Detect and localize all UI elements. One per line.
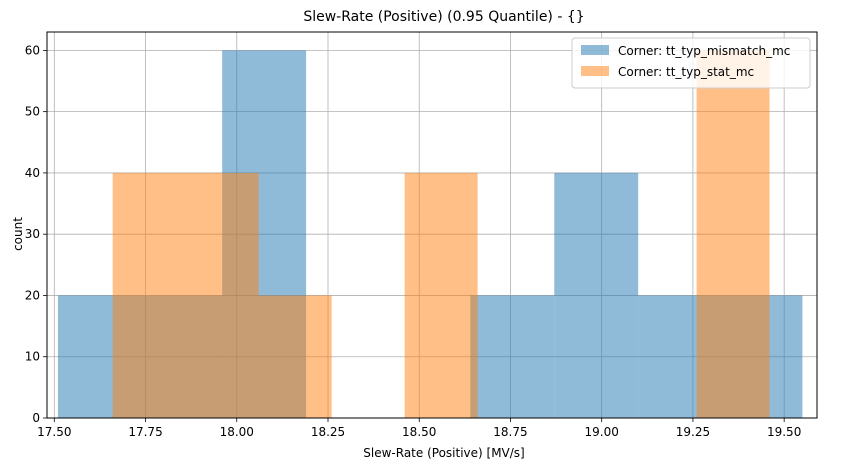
histogram-bar [554, 172, 639, 418]
x-tick-label: 18.25 [311, 425, 345, 439]
y-axis-label: count [11, 217, 25, 251]
series-2-bars [112, 50, 770, 418]
x-tick-label: 17.75 [128, 425, 162, 439]
histogram-bar [258, 295, 332, 418]
plot-frame [46, 31, 818, 419]
x-axis: 17.50 17.75 18.00 18.25 18.50 18.75 19.00 19.25… [37, 418, 801, 439]
y-tick-label: 20 [25, 288, 40, 302]
histogram-bar [696, 50, 770, 418]
legend-swatch [581, 45, 609, 55]
x-tick-label: 18.00 [220, 425, 254, 439]
legend-box [571, 37, 811, 89]
y-tick-label: 40 [25, 166, 40, 180]
histogram-bar [112, 172, 223, 418]
x-tick-label: 18.50 [402, 425, 436, 439]
y-tick-label: 60 [25, 43, 40, 57]
legend-swatch [581, 66, 609, 76]
histogram-bar [222, 172, 259, 418]
y-tick-label: 0 [32, 411, 40, 425]
x-tick-label: 19.00 [585, 425, 619, 439]
x-tick-label: 17.50 [37, 425, 71, 439]
x-tick-label: 18.75 [493, 425, 527, 439]
x-axis-label: Slew-Rate (Positive) [MV/s] [363, 446, 524, 460]
legend-entry-label: Corner: tt_typ_mismatch_mc [618, 44, 790, 58]
y-tick-label: 30 [25, 227, 40, 241]
legend: Corner: tt_typ_mismatch_mc Corner: tt_typ… [571, 37, 811, 89]
y-tick-label: 50 [25, 105, 40, 119]
chart-title: Slew-Rate (Positive) (0.95 Quantile) - {… [303, 9, 584, 25]
histogram-bar [470, 295, 555, 418]
y-axis: 0 10 20 30 40 50 60 [25, 43, 47, 425]
legend-entry-label: Corner: tt_typ_stat_mc [618, 65, 754, 79]
x-tick-label: 19.25 [676, 425, 710, 439]
y-tick-label: 10 [25, 350, 40, 364]
x-tick-label: 19.50 [767, 425, 801, 439]
histogram-bar [404, 172, 478, 418]
histogram-bars [57, 50, 803, 418]
